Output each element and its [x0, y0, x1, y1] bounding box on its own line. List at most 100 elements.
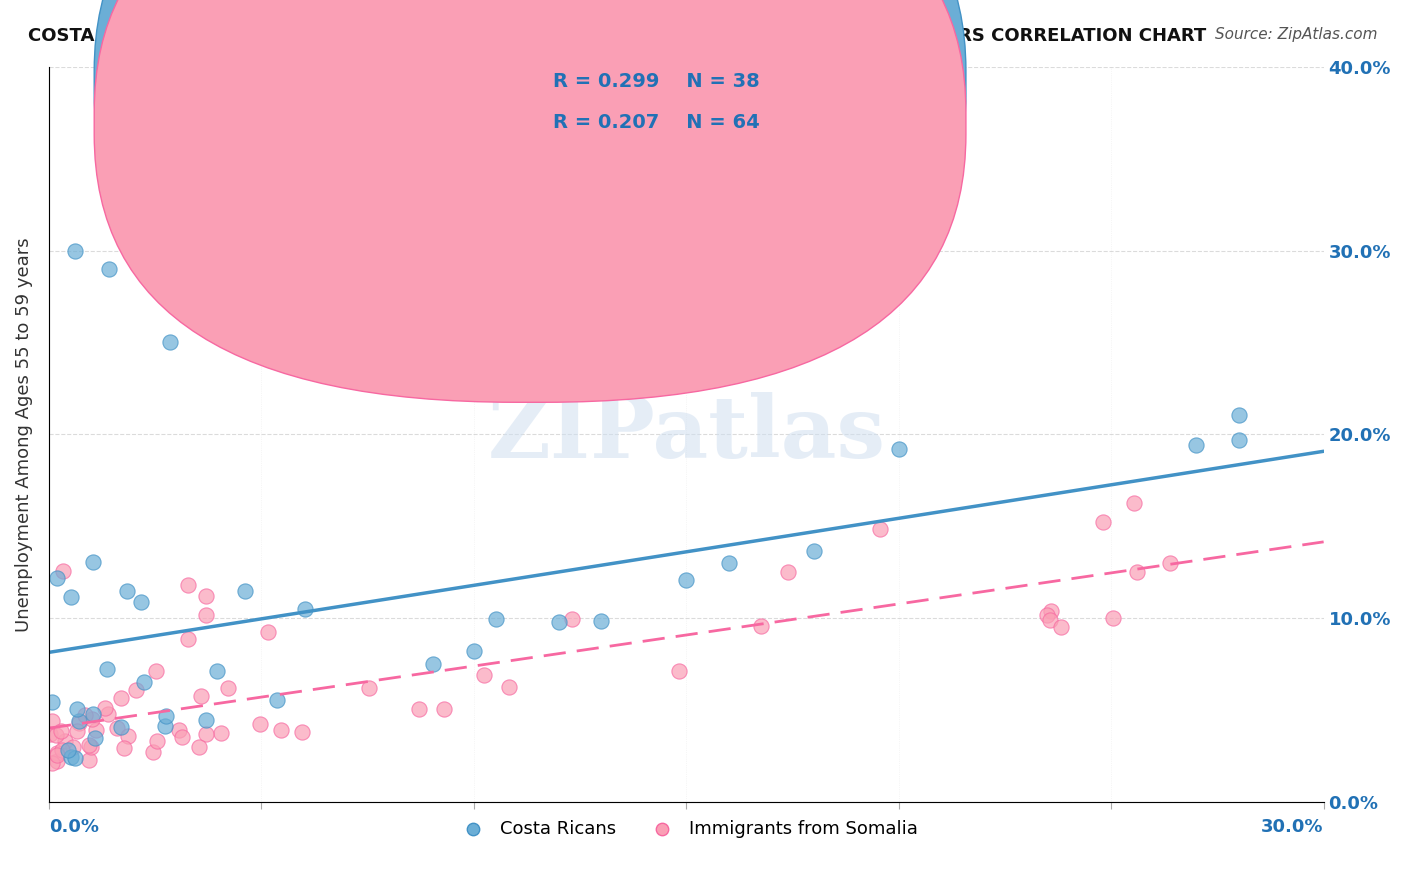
- Point: [233, 584, 256, 599]
- Point: [96, 662, 118, 676]
- Point: [749, 619, 772, 633]
- Point: [84, 723, 107, 737]
- Legend: Costa Ricans, Immigrants from Somalia: Costa Ricans, Immigrants from Somalia: [449, 813, 925, 845]
- Point: [45, 728, 67, 742]
- Point: [63, 750, 86, 764]
- Text: 30.0%: 30.0%: [1261, 818, 1323, 836]
- Point: [94, 701, 117, 715]
- Point: [49, 723, 72, 738]
- Point: [291, 725, 314, 739]
- Point: [46, 747, 69, 762]
- Point: [67, 715, 90, 730]
- Point: [1039, 613, 1062, 627]
- Point: [1126, 565, 1149, 579]
- Point: [145, 664, 167, 678]
- Text: R = 0.207    N = 64: R = 0.207 N = 64: [553, 112, 759, 132]
- Point: [82, 707, 104, 722]
- Point: [547, 615, 569, 630]
- Point: [463, 644, 485, 658]
- Point: [56, 743, 79, 757]
- Point: [67, 714, 90, 728]
- Point: [45, 571, 67, 585]
- Point: [194, 589, 217, 603]
- Point: [110, 720, 132, 734]
- Point: [472, 667, 495, 681]
- Point: [1049, 620, 1071, 634]
- Point: [66, 701, 89, 715]
- Point: [46, 747, 69, 761]
- Point: [1040, 604, 1063, 618]
- Point: [155, 709, 177, 723]
- Point: [51, 564, 73, 578]
- Point: [177, 632, 200, 647]
- Point: [194, 713, 217, 727]
- Text: ZIPatlas: ZIPatlas: [488, 392, 886, 476]
- Point: [155, 719, 177, 733]
- Point: [591, 614, 613, 628]
- Point: [1036, 607, 1059, 622]
- Point: [80, 740, 103, 755]
- Point: [195, 608, 218, 623]
- Point: [132, 674, 155, 689]
- Point: [59, 750, 82, 764]
- Point: [408, 702, 430, 716]
- Point: [41, 756, 63, 770]
- Point: [561, 612, 583, 626]
- Point: [433, 702, 456, 716]
- Point: [115, 584, 138, 599]
- Point: [53, 734, 76, 748]
- Point: [717, 556, 740, 570]
- Point: [142, 745, 165, 759]
- Text: 0.0%: 0.0%: [49, 818, 98, 836]
- Point: [170, 731, 193, 745]
- Point: [176, 578, 198, 592]
- Point: [159, 335, 181, 350]
- Point: [62, 739, 84, 754]
- Point: [266, 693, 288, 707]
- Point: [80, 712, 103, 726]
- Point: [294, 601, 316, 615]
- Point: [1185, 438, 1208, 452]
- Point: [146, 733, 169, 747]
- Point: [97, 261, 120, 276]
- Text: Source: ZipAtlas.com: Source: ZipAtlas.com: [1215, 27, 1378, 42]
- Point: [41, 714, 63, 729]
- Point: [675, 573, 697, 587]
- Point: [249, 717, 271, 731]
- Text: R = 0.299    N = 38: R = 0.299 N = 38: [553, 71, 759, 91]
- Point: [97, 706, 120, 721]
- Point: [46, 754, 69, 768]
- Point: [125, 683, 148, 698]
- Point: [38, 727, 60, 741]
- Point: [129, 595, 152, 609]
- Point: [41, 695, 63, 709]
- Point: [51, 742, 73, 756]
- Point: [59, 590, 82, 604]
- Point: [77, 753, 100, 767]
- Point: [1159, 556, 1181, 570]
- Point: [82, 555, 104, 569]
- Point: [357, 681, 380, 695]
- Point: [117, 729, 139, 743]
- Point: [187, 739, 209, 754]
- Point: [270, 723, 292, 737]
- Point: [887, 442, 910, 456]
- Point: [218, 681, 240, 695]
- Point: [498, 680, 520, 694]
- Point: [169, 723, 191, 737]
- Point: [105, 721, 128, 735]
- Point: [778, 565, 800, 579]
- Point: [194, 727, 217, 741]
- Point: [205, 664, 228, 678]
- Point: [190, 689, 212, 703]
- Point: [422, 657, 444, 672]
- Point: [1122, 496, 1144, 510]
- Point: [75, 708, 97, 723]
- Y-axis label: Unemployment Among Ages 55 to 59 years: Unemployment Among Ages 55 to 59 years: [15, 237, 32, 632]
- Point: [869, 522, 891, 536]
- Point: [803, 543, 825, 558]
- Point: [668, 664, 690, 678]
- Point: [1227, 408, 1250, 422]
- Point: [77, 738, 100, 752]
- Point: [65, 724, 87, 739]
